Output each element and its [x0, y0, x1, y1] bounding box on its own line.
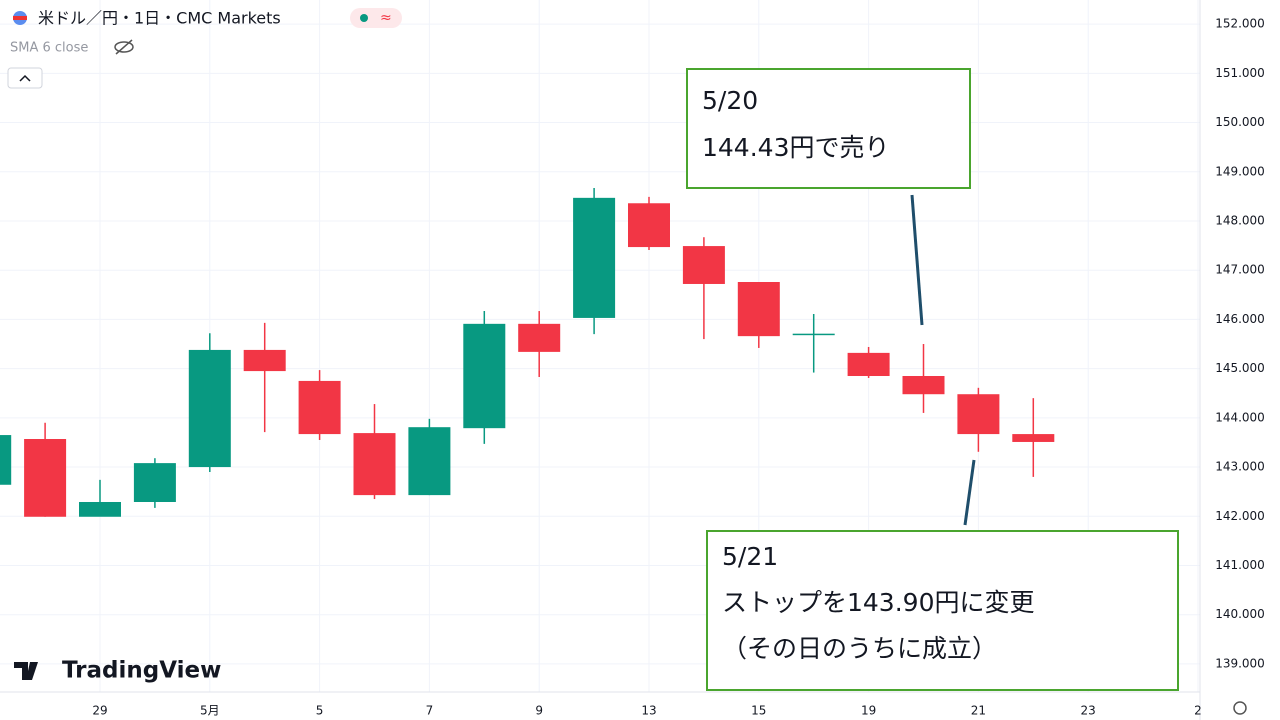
y-tick-label: 151.000	[1215, 66, 1265, 80]
candle-body	[353, 433, 396, 496]
candle-body	[902, 376, 945, 395]
annotation-box	[686, 68, 971, 189]
y-tick-label: 140.000	[1215, 607, 1265, 621]
y-tick-label: 143.000	[1215, 460, 1265, 474]
x-tick-label: 29	[92, 704, 107, 718]
y-tick-label: 149.000	[1215, 164, 1265, 178]
candle-body	[24, 439, 67, 517]
x-tick-label: 9	[535, 704, 543, 718]
collapse-button[interactable]	[7, 67, 43, 89]
brand-text: TradingView	[62, 658, 221, 684]
y-tick-label: 146.000	[1215, 312, 1265, 326]
symbol-icon-stripe	[13, 16, 27, 20]
collapse-icon	[19, 74, 31, 82]
x-tick-label: 21	[971, 704, 986, 718]
annotation-pointer	[963, 459, 976, 526]
y-tick-label: 141.000	[1215, 558, 1265, 572]
candle-body	[847, 352, 890, 377]
candle-body	[957, 394, 1000, 435]
y-tick-label: 152.000	[1215, 17, 1265, 31]
candle-body	[133, 463, 176, 502]
y-tick-label: 148.000	[1215, 213, 1265, 227]
annotation-text: 5/20	[702, 86, 758, 115]
candle-body	[573, 197, 616, 318]
y-tick-label: 150.000	[1215, 115, 1265, 129]
candle-body	[682, 246, 725, 284]
x-tick-label: 19	[861, 704, 876, 718]
annotation-text: ストップを143.90円に変更	[722, 588, 1034, 617]
candle-body	[79, 501, 121, 517]
y-tick-label: 142.000	[1215, 509, 1265, 523]
status-approx: ≈	[380, 10, 392, 26]
x-tick-label: 13	[641, 704, 656, 718]
symbol-title: 米ドル／円・1日・CMC Markets	[38, 9, 281, 28]
settings-icon[interactable]	[1233, 701, 1247, 715]
candle-body	[463, 323, 506, 429]
y-tick-label: 139.000	[1215, 656, 1265, 670]
candle-body	[737, 282, 780, 337]
indicator-label: SMA 6 close	[10, 41, 88, 56]
candle-body	[243, 349, 286, 372]
candle-body	[298, 380, 341, 435]
x-tick-label: 23	[1081, 704, 1096, 718]
x-tick-label: 5	[316, 704, 324, 718]
status-dot	[360, 14, 368, 22]
y-tick-label: 144.000	[1215, 410, 1265, 424]
brand-logo	[14, 662, 38, 680]
x-tick-label: 2	[1194, 704, 1202, 718]
x-tick-label: 5月	[200, 704, 220, 718]
annotation-text: 5/21	[722, 542, 778, 571]
annotation-box	[706, 530, 1179, 691]
candle-body	[0, 435, 12, 485]
annotation-text: 144.43円で売り	[702, 133, 889, 162]
candle-body	[188, 349, 231, 468]
candle-body	[628, 203, 670, 248]
x-tick-label: 7	[426, 704, 434, 718]
x-tick-label: 15	[751, 704, 766, 718]
annotation-text: （その日のうちに成立）	[722, 634, 997, 663]
visibility-icon[interactable]	[114, 39, 134, 55]
candle-body	[1012, 434, 1055, 442]
candle-body	[408, 427, 451, 496]
y-tick-label: 147.000	[1215, 263, 1265, 277]
status-badge	[350, 8, 402, 28]
candle-body	[518, 323, 561, 352]
annotation-pointer	[910, 194, 924, 326]
candle-body	[792, 333, 835, 336]
y-tick-label: 145.000	[1215, 361, 1265, 375]
